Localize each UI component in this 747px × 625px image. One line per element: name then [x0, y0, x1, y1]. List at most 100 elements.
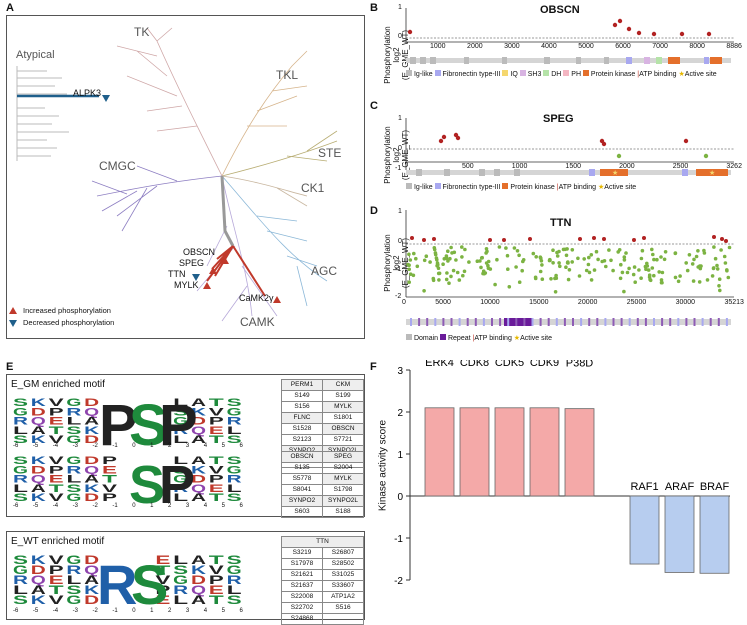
table-header: TTN: [281, 536, 364, 548]
y-tick-label: -1: [394, 534, 403, 545]
pos: -5: [32, 443, 39, 449]
ttn-point-down: [696, 249, 700, 253]
ttn-repeat: [539, 318, 542, 326]
bar-label: CDK5: [495, 360, 524, 369]
ttn-xtick: 0: [402, 299, 406, 306]
ttn-repeat: [717, 318, 720, 326]
obscn-legend-item: SH3: [527, 71, 542, 78]
logo-letter: G: [66, 455, 81, 467]
ttn-point-down: [650, 266, 655, 270]
ttn-point-down: [446, 249, 450, 253]
logo-letter: L: [13, 425, 29, 437]
ttn-point-down: [461, 273, 465, 278]
logo-letter: P: [102, 492, 117, 504]
logo-letter: R: [173, 483, 188, 495]
table-row: SYNPO2 SYNPO2L: [281, 495, 364, 507]
ttn-point-up: [432, 237, 436, 241]
logo-letter: G: [227, 406, 242, 418]
ttn-point-down: [463, 247, 467, 252]
logo-letter: L: [13, 583, 28, 597]
logo-letter: R: [227, 416, 242, 428]
pos: 1: [150, 608, 154, 614]
ttn-point-up: [724, 239, 728, 243]
kinase-bar-chart: -2 -1 0 1 2 3 ERK4 CDK8 CDK5 CDK9 P38D RAF1 ARAF BRAF: [394, 360, 730, 587]
ttn-point-down: [697, 280, 702, 284]
ttn-point-down: [555, 254, 560, 258]
ttn-point-down: [447, 281, 451, 285]
pos: 6: [239, 608, 243, 614]
table-row: S2123 S7721: [281, 434, 364, 446]
ttn-point-down: [566, 277, 571, 282]
obscn-marker: [221, 257, 229, 264]
ttn-point-down: [717, 277, 722, 281]
gm-motif-title: E_GM enriched motif: [11, 379, 105, 390]
logo-letter: G: [173, 416, 188, 428]
logo-letter: Q: [84, 406, 100, 418]
pos: 6: [239, 443, 243, 449]
ttn-repeat: [555, 318, 558, 326]
ttn-point-down: [676, 279, 681, 284]
speg-xtick: 500: [462, 163, 474, 170]
pos: -1: [112, 443, 118, 449]
ttn-ytick-0: 0: [398, 238, 402, 245]
ttn-point-down: [457, 278, 462, 282]
obscn-ytick-0: 0: [398, 33, 402, 40]
ttn-point-down: [505, 253, 510, 258]
tk-branch: [116, 27, 223, 177]
ttn-point-down: [589, 278, 594, 282]
pos: 6: [239, 503, 243, 509]
atypical-tree: [16, 66, 69, 161]
logo-letter: A: [191, 455, 206, 467]
ttn-point-down: [538, 269, 543, 274]
ste-branch: [221, 130, 338, 177]
ttn-point-down: [467, 260, 471, 264]
ttn-point-down: [725, 268, 729, 273]
ttn-point-down: [611, 268, 615, 273]
ttn-point-up: [712, 235, 716, 239]
table-row: S21637 S33607: [281, 580, 364, 592]
bar-label: BRAF: [700, 481, 730, 493]
logo-letter: G: [66, 397, 81, 409]
logo-letter: S: [173, 464, 188, 476]
ttn-point-down: [719, 248, 723, 252]
ttn-point-down: [557, 261, 561, 265]
speg-xtick: 1000: [511, 163, 528, 170]
ttn-domain-track: [406, 318, 731, 326]
obscn-legend-item: PH: [571, 71, 582, 78]
logo-letter: A: [84, 573, 100, 587]
ttn-point-down: [659, 255, 663, 259]
logo-letter: R: [13, 416, 28, 428]
ttn-point-down: [696, 265, 700, 269]
speg-xtick: 1500: [565, 163, 581, 170]
ttn-repeat: [612, 318, 615, 326]
table-cell: S603: [281, 506, 323, 518]
ttn-xtick: 5000: [435, 299, 451, 306]
ttn-repeat: [410, 318, 412, 326]
ttn-point-down: [407, 252, 411, 257]
gm-logo: SGRLSKDQAKVPETVGRLSGDQAKDLSGRLAKDQATVPET…: [13, 395, 242, 515]
logo-letter: A: [191, 434, 206, 446]
ttn-point-down: [726, 275, 731, 280]
ttn-point-down: [584, 268, 589, 273]
logo-letter: R: [66, 464, 81, 476]
table-cell: MYLK: [322, 401, 364, 413]
logo-letter: R: [66, 406, 81, 418]
ttn-xtick: 35213: [724, 299, 744, 306]
logo-letter: D: [84, 434, 99, 446]
logo-letter: E: [155, 593, 170, 607]
obscn-legend-item: Ig-like: [413, 71, 433, 78]
ttn-point-down: [650, 247, 654, 252]
logo-letter: D: [191, 573, 207, 587]
y-tick-label: 2: [397, 408, 403, 419]
ttn-ytick-1: 1: [398, 208, 402, 215]
y-tick-label: 3: [397, 366, 403, 377]
obscn-legend-item: Active site: [684, 71, 717, 78]
logo-letter: K: [31, 492, 46, 504]
speg-legend-item: ATP binding: [558, 184, 597, 191]
logo-letter: G: [173, 573, 188, 587]
gm-positions-2: -6 -5 -4 -3 -2 -1 0 1 2 3 4 5 6: [13, 503, 243, 509]
ttn-point-down: [718, 288, 722, 293]
bar-p38d: [564, 408, 595, 497]
pos: 0: [132, 608, 136, 614]
bar-erk4: [424, 407, 455, 497]
